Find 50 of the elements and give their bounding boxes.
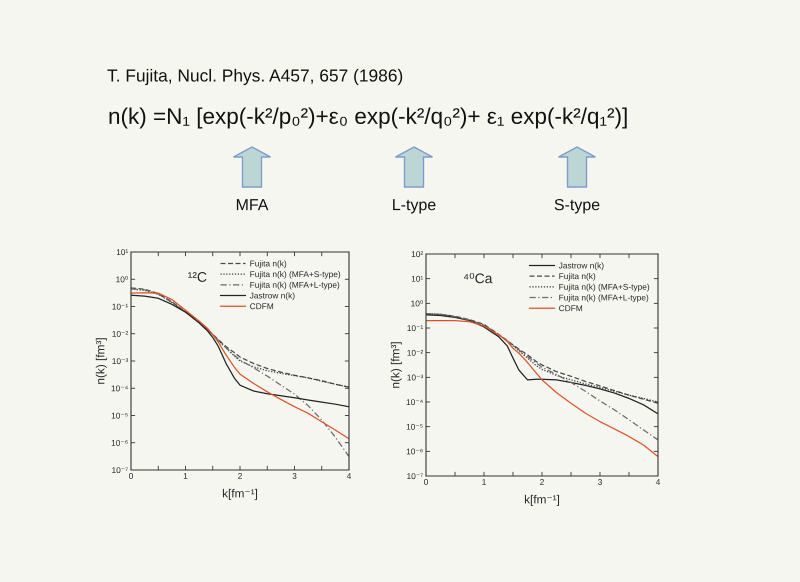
y-tick-label: 10² [412, 251, 424, 258]
text: L-type [393, 199, 436, 214]
legend-label: Fujita n(k) (MFA+S-type) [559, 284, 650, 292]
x-tick-label: 1 [482, 479, 486, 485]
x-tick-label: 3 [598, 479, 602, 485]
legend-label: Fujita n(k) (MFA+L-type) [559, 294, 648, 302]
x-tick-label: 2 [540, 479, 544, 485]
y-axis-title: n(k) [fm³] [390, 342, 402, 388]
y-tick-label: 10⁻¹ [407, 325, 424, 332]
y-tick-label: 10⁻³ [112, 358, 128, 364]
y-tick-label: 10⁻⁶ [406, 448, 423, 454]
y-tick-label: 10⁻⁵ [406, 424, 423, 430]
legend-label: Fujita n(k) (MFA+L-type) [250, 282, 340, 290]
y-tick-label: 10⁻² [112, 330, 128, 337]
x-tick-label: 0 [129, 473, 133, 479]
x-tick-label: 4 [346, 473, 352, 479]
y-tick-label: 10⁻⁴ [406, 399, 423, 406]
y-tick-label: 10⁰ [411, 300, 423, 306]
legend-label: CDFM [250, 303, 274, 310]
legend-label: Fujita n(k) [559, 273, 596, 281]
text: T. Fujita, Nucl. Phys. A457, 657 (1986) [107, 68, 402, 86]
legend-label: Jastrow n(k) [558, 262, 604, 270]
y-tick-label: 10⁻⁵ [112, 412, 128, 419]
y-tick-label: 10⁻⁷ [112, 467, 128, 474]
x-tick-label: 0 [424, 479, 428, 485]
y-tick-label: 10⁻³ [407, 374, 424, 380]
x-tick-label: 1 [184, 473, 188, 479]
text: S-type [554, 198, 600, 214]
y-tick-label: 10⁻¹ [112, 304, 128, 310]
y-axis-title: n(k) [fm³] [96, 338, 107, 384]
y-tick-label: 10⁻⁴ [112, 385, 128, 392]
legend-label: CDFM [559, 305, 582, 312]
y-tick-label: 10⁻⁶ [112, 440, 128, 446]
text: n(k) =N₁ [exp(-k²/p₀²)+ε₀ exp(-k²/q₀²)+ ε₁ exp(-k²/q₁²)] [109, 108, 627, 128]
y-tick-label: 10⁻⁷ [407, 473, 423, 480]
x-axis-title: k[fm⁻¹] [222, 488, 258, 500]
text: MFA [236, 199, 268, 210]
legend-label: Fujita n(k) (MFA+S-type) [250, 271, 340, 279]
legend-label: Fujita n(k) [250, 260, 286, 268]
y-tick-label: 10¹ [116, 249, 128, 256]
x-axis-title: k[fm⁻¹] [524, 494, 560, 506]
y-tick-label: 10⁻² [407, 350, 424, 356]
annotation: ¹²C [188, 272, 206, 282]
y-tick-label: 10⁰ [116, 276, 128, 282]
annotation: ⁴⁰Ca [464, 272, 492, 284]
x-tick-label: 4 [656, 479, 660, 485]
y-tick-label: 10¹ [412, 276, 424, 282]
x-tick-label: 3 [292, 473, 296, 479]
legend-label: Jastrow n(k) [250, 292, 295, 300]
x-tick-label: 2 [238, 473, 242, 479]
